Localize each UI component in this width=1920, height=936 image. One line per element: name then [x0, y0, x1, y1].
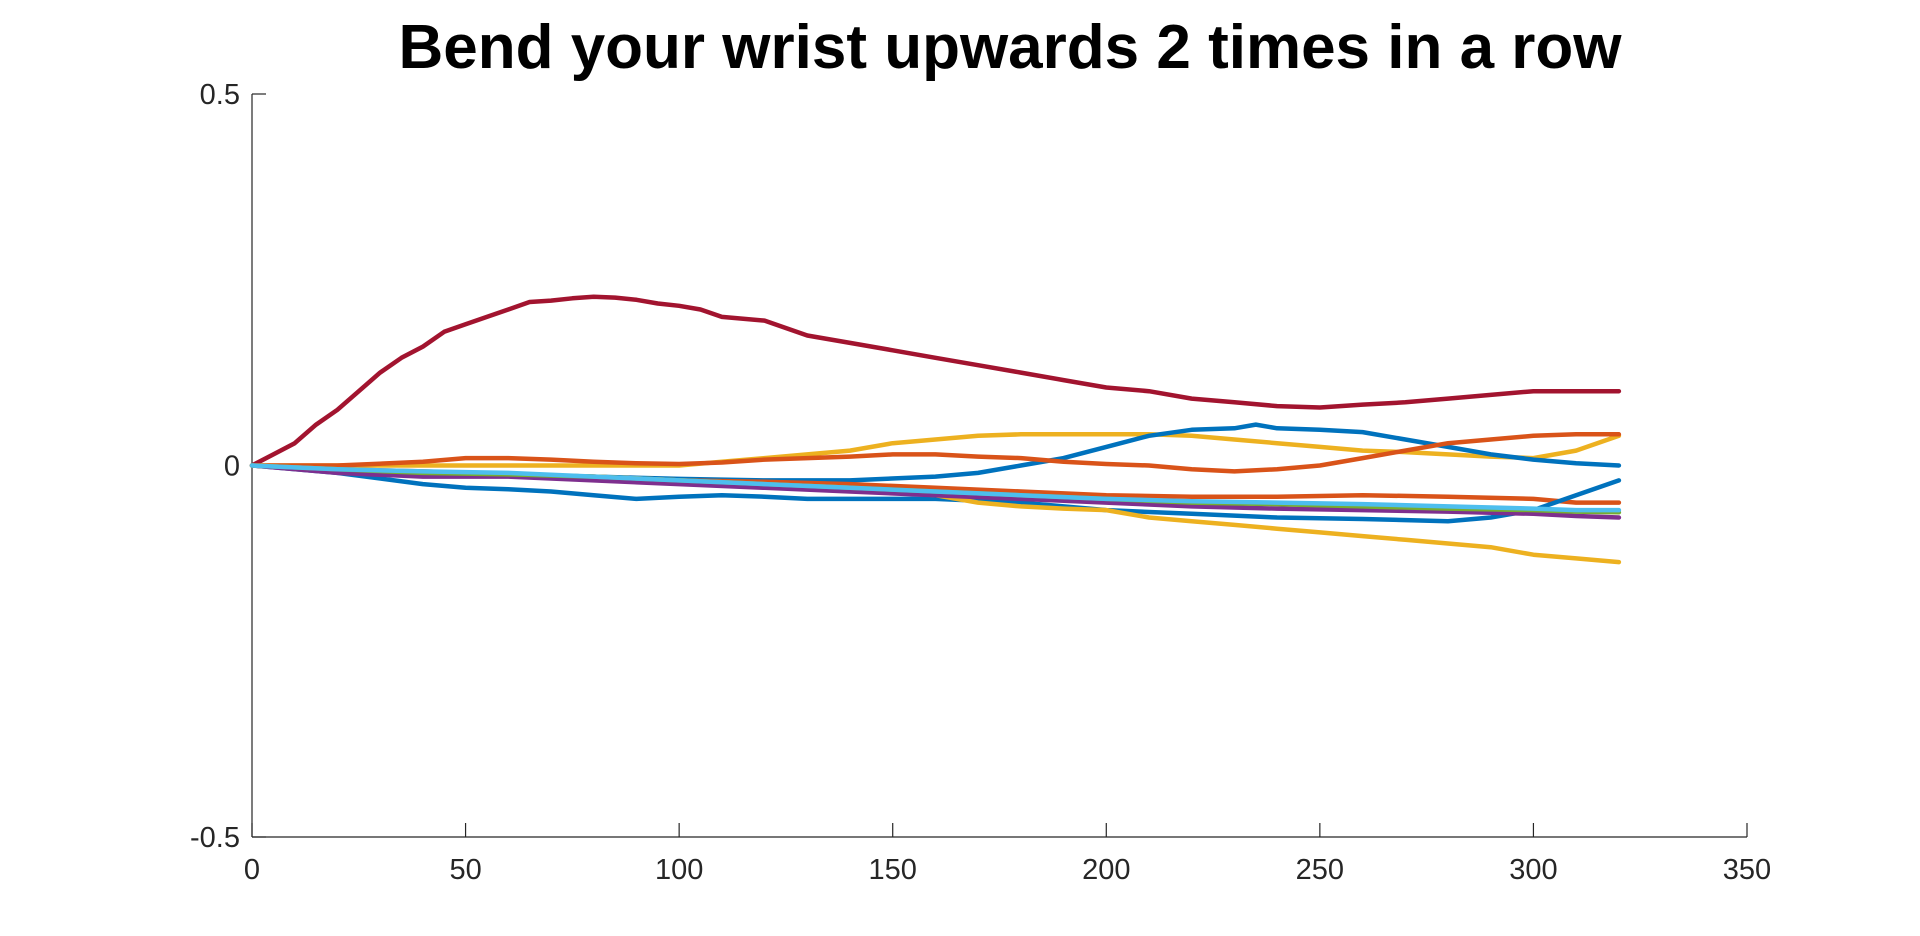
x-tick-label: 100: [655, 854, 703, 886]
x-tick-label: 150: [869, 854, 917, 886]
y-tick-label: 0: [224, 451, 240, 483]
y-tick-label: -0.5: [190, 822, 240, 854]
x-tick-label: 200: [1082, 854, 1130, 886]
series-line-8: [249, 463, 1622, 520]
x-tick-label: 50: [449, 854, 481, 886]
series-line-10: [249, 463, 1622, 513]
x-tick-label: 250: [1296, 854, 1344, 886]
axes: 0 50 100 150 200 250 300 350-0.500.5: [190, 79, 1771, 886]
x-tick-label: 0: [244, 854, 260, 886]
y-tick-label: 0.5: [200, 79, 240, 111]
series-line-6: [249, 463, 1622, 524]
x-tick-label: 350: [1723, 854, 1771, 886]
series-line-1: [249, 294, 1622, 468]
series-line-7: [249, 463, 1622, 565]
x-tick-label: 300: [1509, 854, 1557, 886]
series-line-4: [249, 432, 1622, 474]
chart-title: Bend your wrist upwards 2 times in a row: [398, 13, 1622, 82]
series-layer: [249, 294, 1622, 565]
